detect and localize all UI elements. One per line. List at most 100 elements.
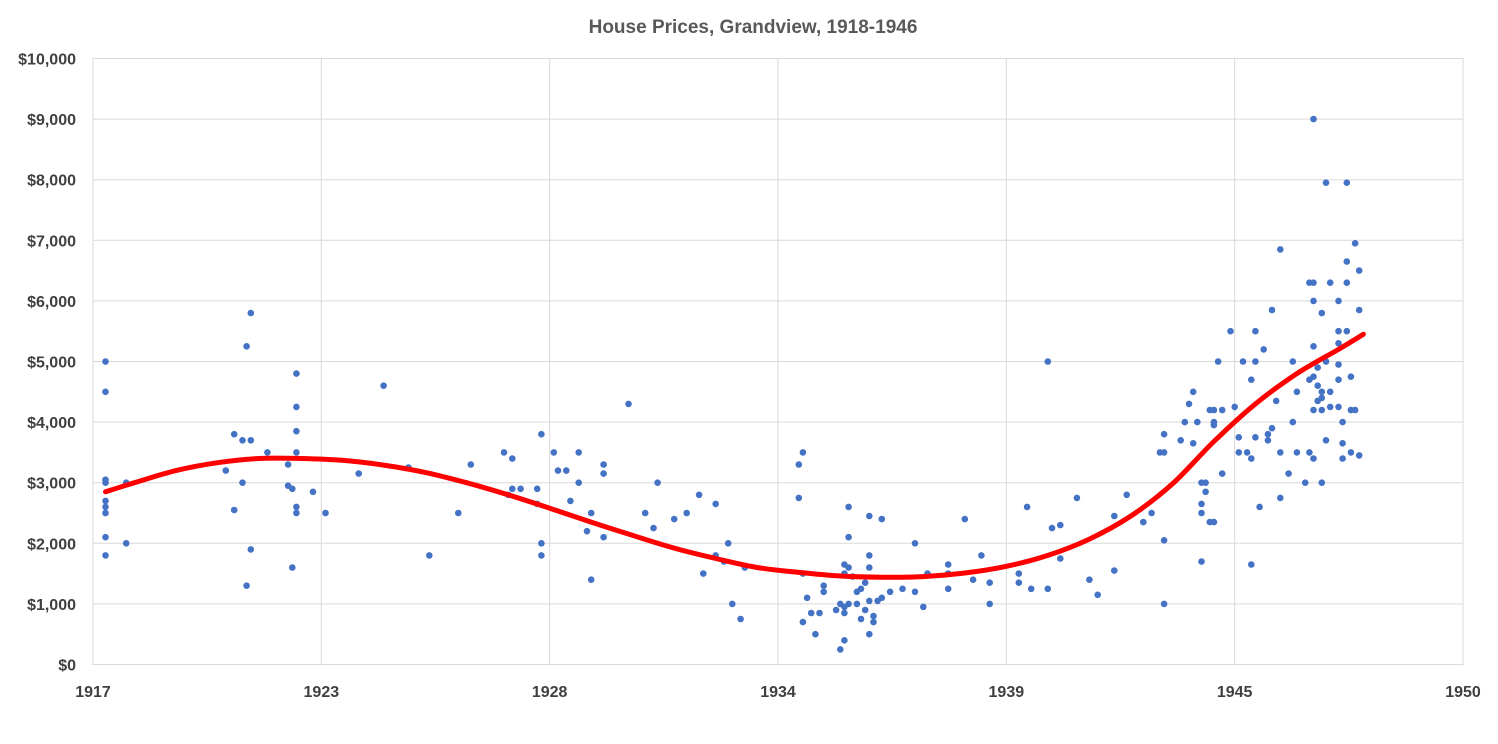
data-point — [122, 540, 130, 547]
data-point — [102, 388, 109, 396]
data-point — [1227, 327, 1234, 335]
data-point — [1194, 418, 1201, 426]
data-point — [455, 509, 462, 517]
data-point — [1177, 437, 1184, 444]
data-point — [837, 646, 844, 653]
x-tick-label: 1939 — [989, 684, 1025, 701]
data-point — [866, 552, 873, 559]
data-point — [1285, 470, 1292, 477]
data-point — [1335, 340, 1342, 347]
data-point — [1214, 358, 1222, 365]
data-point — [575, 479, 582, 487]
data-point — [866, 597, 873, 605]
data-point — [1239, 358, 1247, 365]
data-point — [878, 594, 886, 602]
data-point — [812, 630, 819, 638]
data-point — [567, 497, 574, 505]
data-point — [509, 485, 516, 493]
data-point — [944, 561, 952, 568]
data-point — [1314, 364, 1321, 371]
data-point — [861, 579, 869, 586]
x-tick-label: 1950 — [1445, 684, 1481, 701]
data-point — [467, 461, 475, 468]
data-point — [853, 600, 861, 608]
data-point — [1306, 449, 1313, 456]
data-point — [1252, 358, 1259, 365]
data-point — [899, 585, 906, 593]
y-tick-label: $2,000 — [27, 536, 76, 553]
data-point — [857, 615, 865, 623]
data-point — [600, 470, 607, 477]
data-point — [309, 488, 317, 496]
data-point — [841, 609, 848, 617]
y-tick-label: $5,000 — [27, 355, 76, 372]
data-point — [1339, 455, 1346, 462]
data-point — [845, 600, 852, 608]
data-point — [293, 503, 300, 511]
data-point — [820, 588, 827, 596]
data-point — [293, 427, 300, 435]
data-point — [1335, 361, 1342, 368]
data-point — [1210, 406, 1218, 414]
data-point — [1310, 343, 1317, 350]
data-point — [961, 515, 969, 523]
data-point — [243, 343, 250, 350]
data-point — [1023, 503, 1031, 511]
data-point — [102, 497, 109, 505]
data-point — [712, 500, 719, 508]
data-point — [1160, 600, 1168, 608]
data-point — [845, 564, 852, 571]
data-point — [695, 491, 703, 499]
data-point — [380, 382, 387, 390]
data-point — [886, 588, 894, 596]
data-point — [1322, 179, 1330, 186]
data-point — [1268, 424, 1276, 432]
x-tick-label: 1917 — [75, 684, 111, 701]
data-point — [600, 533, 607, 541]
data-point — [969, 576, 977, 583]
data-point — [1252, 327, 1259, 335]
data-point — [289, 485, 296, 493]
data-point — [533, 485, 541, 493]
data-point — [1355, 267, 1363, 274]
data-point — [866, 564, 873, 571]
data-point — [293, 403, 300, 411]
y-tick-label: $4,000 — [27, 415, 76, 432]
data-point — [293, 509, 300, 517]
data-point — [1351, 240, 1359, 247]
data-point — [1256, 503, 1263, 511]
data-point — [1289, 358, 1297, 365]
data-point — [222, 467, 230, 474]
data-point — [355, 470, 363, 477]
data-point — [1351, 406, 1359, 414]
data-point — [1335, 327, 1342, 335]
data-point — [1111, 567, 1118, 574]
data-point — [1189, 388, 1197, 396]
data-point — [587, 576, 595, 583]
data-point — [1094, 591, 1101, 599]
data-point — [1015, 570, 1023, 577]
data-point — [247, 309, 255, 317]
data-point — [538, 540, 545, 547]
data-point — [1198, 558, 1205, 565]
trendline — [103, 331, 1366, 580]
data-point — [1326, 388, 1334, 396]
data-point — [857, 585, 865, 593]
data-point — [517, 485, 524, 493]
data-point — [861, 606, 869, 614]
data-point — [1140, 518, 1147, 526]
data-point — [1048, 524, 1056, 532]
data-point — [1015, 579, 1023, 586]
data-point — [1314, 382, 1321, 390]
data-point — [799, 449, 807, 456]
data-point — [575, 449, 582, 456]
data-point — [625, 400, 632, 408]
data-point — [1343, 327, 1351, 335]
data-point — [1111, 512, 1118, 520]
data-point — [832, 606, 840, 614]
data-point — [1235, 449, 1243, 456]
data-point — [1202, 479, 1209, 487]
data-point — [1198, 509, 1205, 517]
data-point — [1264, 437, 1272, 444]
data-point — [737, 615, 744, 623]
